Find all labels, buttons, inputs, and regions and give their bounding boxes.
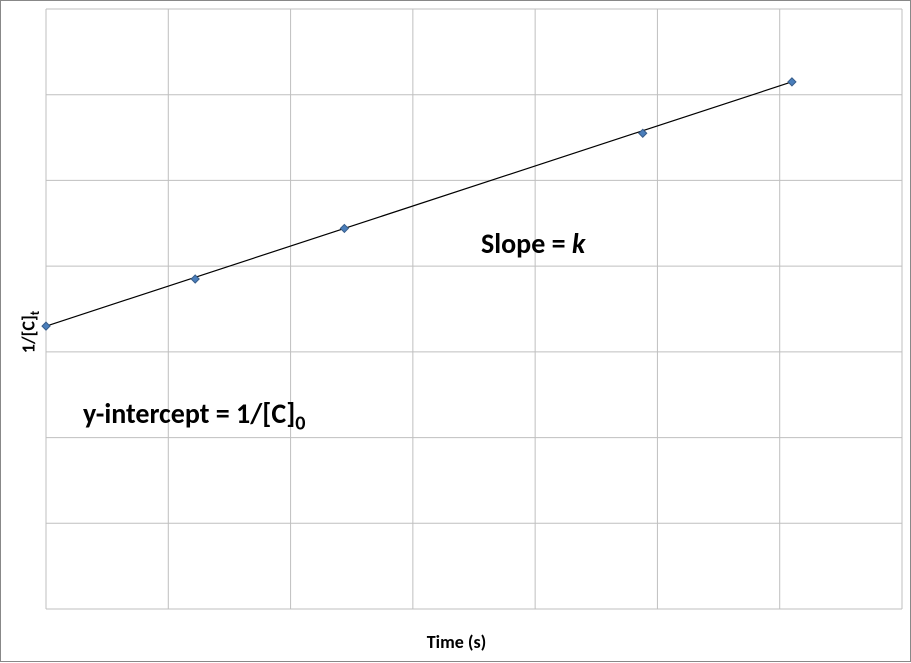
slope-annotation-ital: k [572, 226, 585, 261]
intercept-annotation-pre: y-intercept = 1/[C] [83, 396, 295, 431]
slope-annotation: Slope = k [481, 226, 585, 261]
intercept-annotation-sub: 0 [295, 412, 305, 436]
x-axis-label: Time (s) [427, 631, 487, 653]
y-axis-label-sub: t [28, 311, 43, 316]
y-axis-label: 1/[C]t [17, 311, 43, 354]
x-axis-label-text: Time (s) [427, 631, 487, 653]
slope-annotation-pre: Slope = [481, 226, 572, 261]
intercept-annotation: y-intercept = 1/[C]0 [83, 396, 306, 436]
plot-svg [1, 1, 911, 663]
chart-container: 1/[C]t Time (s) Slope = k y-intercept = … [1, 1, 911, 663]
y-axis-label-main: 1/[C] [17, 315, 39, 353]
